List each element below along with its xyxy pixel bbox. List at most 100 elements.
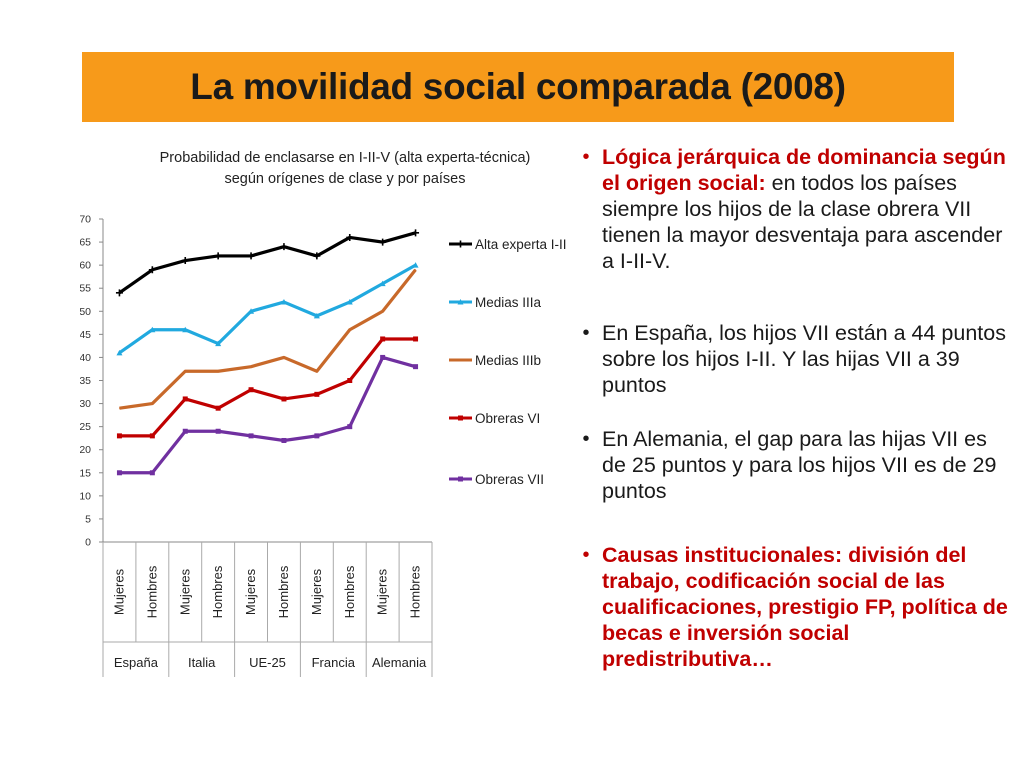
- x-group-label: Francia: [312, 655, 356, 670]
- data-point-marker: [380, 336, 386, 342]
- data-point-marker: [182, 326, 189, 333]
- data-point-marker: [283, 356, 285, 358]
- data-point-marker: [379, 238, 387, 246]
- legend-label: Medias IIIb: [475, 353, 541, 368]
- bullet-item-4: • Causas institucionales: división del t…: [578, 542, 1008, 672]
- chart-title-line: según orígenes de clase y por países: [224, 171, 465, 187]
- data-point-marker: [280, 243, 288, 251]
- chart-container: Probabilidad de enclasarse en I-II-V (al…: [80, 132, 568, 682]
- bullet-4-highlight: Causas institucionales: división del tra…: [602, 543, 1008, 671]
- x-group-label: Italia: [188, 655, 216, 670]
- data-point-marker: [248, 387, 254, 393]
- legend-marker: [457, 240, 464, 248]
- bullet-item-3: • En Alemania, el gap para las hijas VII…: [578, 426, 1008, 504]
- data-point-marker: [151, 403, 153, 405]
- y-tick-label: 40: [80, 352, 91, 364]
- data-point-marker: [250, 366, 252, 368]
- data-point-marker: [413, 336, 419, 342]
- y-tick-label: 20: [80, 444, 91, 456]
- data-point-marker: [280, 299, 287, 305]
- x-tick-label: Mujeres: [111, 568, 126, 615]
- legend-label: Obreras VII: [475, 472, 544, 487]
- data-point-marker: [248, 308, 255, 314]
- x-tick-label: Hombres: [276, 565, 291, 618]
- bullet-dot-icon: •: [582, 428, 590, 450]
- data-point-marker: [380, 354, 386, 360]
- data-point-marker: [217, 370, 219, 372]
- slide-title: La movilidad social comparada (2008): [190, 66, 846, 107]
- data-point-marker: [118, 407, 120, 409]
- data-point-marker: [248, 433, 254, 439]
- y-tick-label: 10: [80, 490, 91, 502]
- bullet-1-text: en todos los países siempre los hijos de…: [602, 171, 1003, 273]
- data-point-marker: [347, 378, 353, 383]
- data-point-marker: [413, 364, 419, 370]
- data-point-marker: [215, 428, 221, 434]
- y-tick-label: 35: [80, 375, 91, 387]
- data-point-marker: [182, 396, 188, 402]
- y-tick-label: 0: [85, 537, 91, 549]
- legend-label: Alta experta I-II: [475, 237, 567, 252]
- series-line: [118, 231, 416, 295]
- data-point-marker: [346, 299, 353, 305]
- series-line: [119, 268, 417, 410]
- data-point-marker: [182, 428, 188, 434]
- data-point-marker: [149, 470, 155, 476]
- legend-label: Obreras VI: [475, 411, 540, 426]
- x-group-label: Alemania: [372, 655, 427, 670]
- data-point-marker: [347, 424, 353, 430]
- data-point-marker: [214, 252, 222, 260]
- data-point-marker: [379, 280, 386, 287]
- data-point-marker: [149, 433, 155, 439]
- series-line: [119, 355, 416, 475]
- x-group-label: España: [114, 655, 159, 670]
- bullet-2-text: En España, los hijos VII están a 44 punt…: [602, 321, 1006, 397]
- data-point-marker: [116, 349, 123, 356]
- y-tick-label: 15: [80, 467, 91, 479]
- data-point-marker: [314, 391, 320, 397]
- data-point-marker: [149, 326, 156, 333]
- data-point-marker: [313, 312, 320, 319]
- data-point-marker: [382, 310, 384, 312]
- slide-title-bar: La movilidad social comparada (2008): [82, 52, 954, 122]
- data-point-marker: [313, 252, 321, 260]
- x-group-label: UE-25: [249, 655, 286, 670]
- legend-marker: [458, 415, 463, 421]
- x-tick-label: Hombres: [342, 565, 357, 618]
- data-point-marker: [346, 233, 354, 241]
- x-tick-label: Hombres: [144, 565, 159, 618]
- y-tick-label: 60: [80, 260, 91, 272]
- series-line: [119, 337, 416, 438]
- x-tick-label: Mujeres: [177, 568, 192, 615]
- bullet-dot-icon: •: [582, 146, 590, 168]
- data-point-marker: [412, 229, 420, 237]
- data-point-marker: [349, 329, 351, 331]
- x-tick-label: Hombres: [210, 565, 225, 618]
- data-point-marker: [412, 262, 419, 268]
- data-point-marker: [115, 289, 123, 297]
- bullet-dot-icon: •: [582, 322, 590, 344]
- legend-label: Medias IIIa: [475, 295, 542, 310]
- data-point-marker: [316, 370, 318, 372]
- y-tick-label: 25: [80, 421, 91, 433]
- plot-group: Probabilidad de enclasarse en I-II-V (al…: [80, 150, 567, 677]
- line-chart: Probabilidad de enclasarse en I-II-V (al…: [80, 150, 567, 677]
- y-tick-label: 70: [80, 214, 91, 226]
- x-tick-label: Mujeres: [375, 568, 390, 615]
- data-point-marker: [314, 433, 320, 439]
- series-line: [118, 263, 417, 355]
- y-tick-label: 55: [80, 283, 91, 295]
- chart-title-line: Probabilidad de enclasarse en I-II-V (al…: [160, 150, 531, 166]
- bullet-item-2: • En España, los hijos VII están a 44 pu…: [578, 320, 1008, 398]
- y-tick-label: 45: [80, 329, 91, 341]
- data-point-marker: [247, 252, 255, 260]
- data-point-marker: [215, 340, 222, 347]
- data-point-marker: [184, 370, 186, 372]
- bullet-dot-icon: •: [582, 544, 590, 566]
- data-point-marker: [181, 257, 189, 265]
- legend-marker: [458, 476, 463, 482]
- data-point-marker: [215, 405, 221, 411]
- y-tick-label: 30: [80, 398, 91, 410]
- x-tick-label: Mujeres: [243, 568, 258, 615]
- x-tick-label: Mujeres: [309, 568, 324, 615]
